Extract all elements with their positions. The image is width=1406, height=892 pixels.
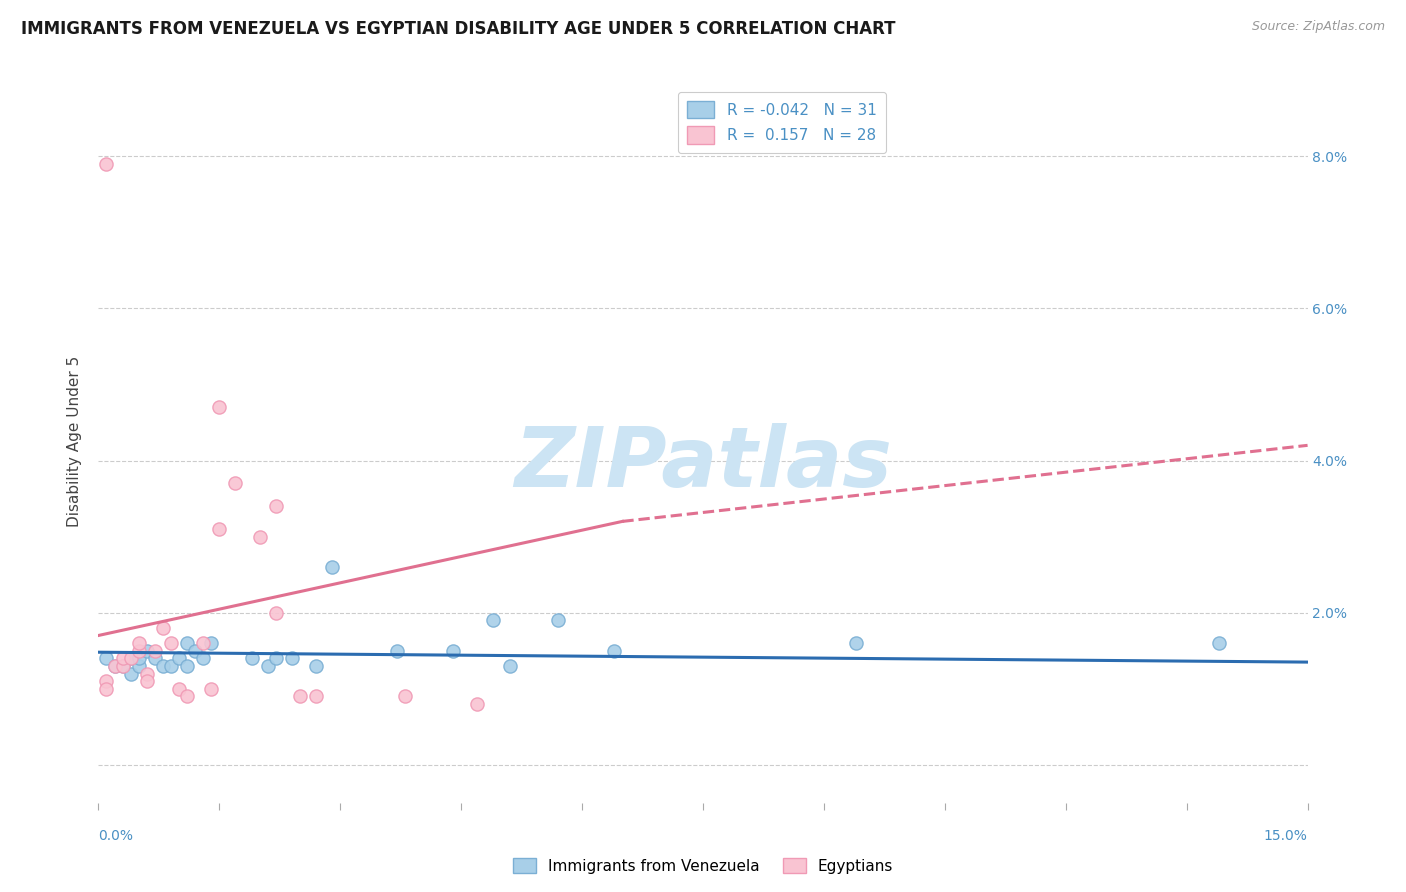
Point [240,651,263,665]
Point [394,690,416,704]
Point [208,401,231,415]
Point [603,643,626,657]
Point [160,659,183,673]
Point [96,651,118,665]
Point [167,681,190,696]
Point [135,666,157,681]
Point [135,643,157,657]
Point [120,651,142,665]
Point [176,690,198,704]
Point [224,476,246,491]
Point [96,157,118,171]
Point [176,636,198,650]
Point [465,697,488,711]
Point [264,499,287,513]
Point [128,643,150,657]
Point [264,606,287,620]
Point [305,690,328,704]
Point [845,636,868,650]
Text: 0.0%: 0.0% [98,830,134,844]
Text: ZIPatlas: ZIPatlas [515,423,891,504]
Point [385,643,408,657]
Point [482,613,505,627]
Point [249,530,271,544]
Point [264,651,287,665]
Point [96,681,118,696]
Point [120,666,142,681]
Point [208,522,231,536]
Point [120,651,142,665]
Point [256,659,278,673]
Point [193,651,215,665]
Point [167,651,190,665]
Point [128,636,150,650]
Text: Source: ZipAtlas.com: Source: ZipAtlas.com [1251,20,1385,33]
Point [193,636,215,650]
Point [547,613,569,627]
Point [111,651,134,665]
Point [498,659,520,673]
Point [143,643,166,657]
Legend: Immigrants from Venezuela, Egyptians: Immigrants from Venezuela, Egyptians [506,852,900,880]
Point [160,636,183,650]
Point [305,659,328,673]
Point [200,681,222,696]
Point [103,659,125,673]
Point [1208,636,1230,650]
Point [128,651,150,665]
Point [135,674,157,689]
Point [111,659,134,673]
Text: 15.0%: 15.0% [1264,830,1308,844]
Point [200,636,222,650]
Point [128,659,150,673]
Point [441,643,464,657]
Text: IMMIGRANTS FROM VENEZUELA VS EGYPTIAN DISABILITY AGE UNDER 5 CORRELATION CHART: IMMIGRANTS FROM VENEZUELA VS EGYPTIAN DI… [21,20,896,37]
Point [176,659,198,673]
Point [111,659,134,673]
Point [281,651,304,665]
Point [152,621,174,635]
Point [96,674,118,689]
Point [288,690,311,704]
Point [143,651,166,665]
Point [152,659,174,673]
Point [103,659,125,673]
Point [184,643,207,657]
Y-axis label: Disability Age Under 5: Disability Age Under 5 [67,356,83,527]
Point [321,560,343,574]
Legend: R = -0.042   N = 31, R =  0.157   N = 28: R = -0.042 N = 31, R = 0.157 N = 28 [678,92,886,153]
